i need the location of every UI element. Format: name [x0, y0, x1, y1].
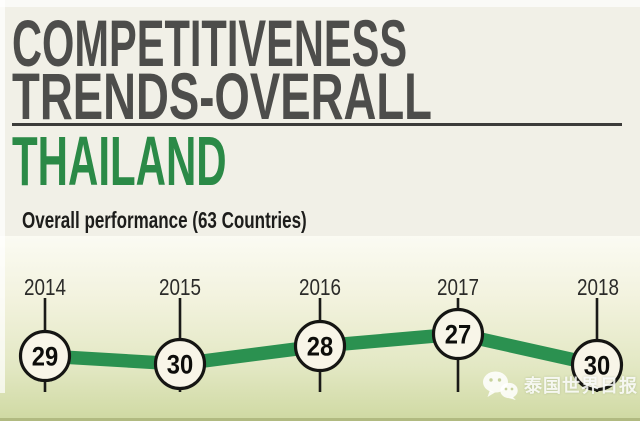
- trend-chart: 2014 2015 2016 2017 2018 29 30 28 27 30: [0, 236, 640, 421]
- chart-subtitle: Overall performance (63 Countries): [22, 207, 307, 233]
- wechat-icon: [483, 371, 518, 400]
- year-label-2015: 2015: [159, 275, 201, 300]
- watermark: 泰国世界日报: [482, 370, 638, 400]
- marker-circle-2017: [431, 307, 485, 361]
- page-title-line2: TRENDS-OVERALL: [12, 59, 432, 133]
- marker-value-2014: 29: [32, 342, 58, 372]
- watermark-text: 泰国世界日报: [524, 376, 638, 396]
- page-title-line1: COMPETITIVENESS: [12, 6, 408, 80]
- year-label-2018: 2018: [577, 275, 619, 300]
- title-divider-rule: [12, 123, 622, 126]
- marker-value-2015: 30: [167, 350, 193, 380]
- marker-circle-2014: [18, 329, 72, 383]
- trend-chart-svg: 2014 2015 2016 2017 2018 29 30 28 27 30: [18, 275, 624, 392]
- year-label-2014: 2014: [24, 275, 66, 300]
- marker-circle-2015: [153, 337, 207, 391]
- year-label-2017: 2017: [437, 275, 479, 300]
- marker-circle-2016: [293, 319, 347, 373]
- country-title: THAILAND: [12, 122, 227, 200]
- year-label-2016: 2016: [299, 275, 341, 300]
- marker-value-2018: 30: [584, 351, 610, 381]
- marker-circle-2018: [570, 338, 624, 392]
- marker-value-2016: 28: [307, 332, 333, 362]
- marker-value-2017: 27: [445, 320, 471, 350]
- left-edge-highlight: [0, 0, 5, 393]
- top-edge-highlight: [0, 0, 640, 7]
